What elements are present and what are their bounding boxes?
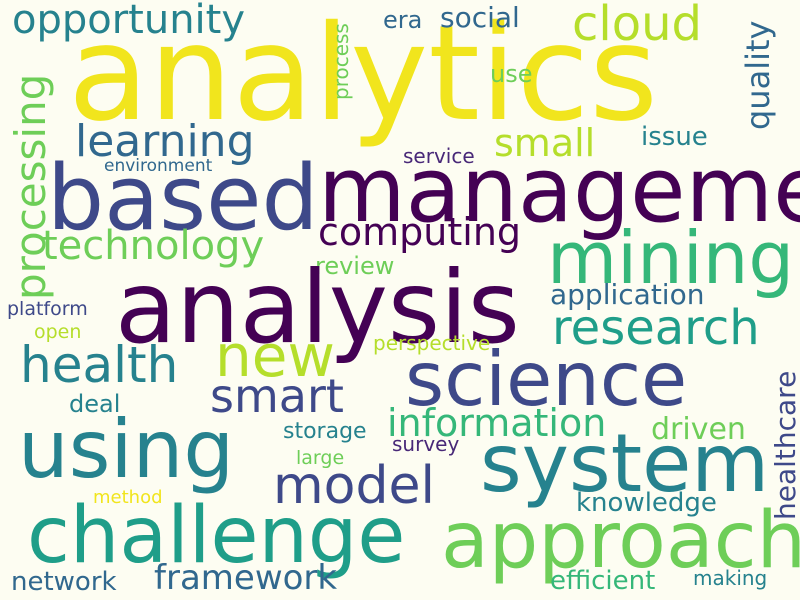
word-opportunity: opportunity — [12, 0, 246, 43]
word-small: small — [494, 121, 596, 165]
word-analysis: analysis — [115, 249, 520, 366]
word-smart: smart — [210, 369, 344, 423]
word-issue: issue — [641, 122, 708, 152]
word-cloud-term: cloud — [572, 0, 702, 52]
word-challenge: challenge — [27, 491, 406, 581]
word-deal: deal — [69, 390, 121, 418]
word-environment: environment — [104, 156, 213, 176]
word-large: large — [296, 447, 345, 469]
word-new: new — [215, 322, 335, 390]
word-survey: survey — [392, 432, 460, 456]
word-storage: storage — [283, 419, 367, 444]
word-era: era — [383, 6, 423, 34]
word-model: model — [273, 456, 435, 516]
word-technology: technology — [42, 223, 265, 269]
word-perspective: perspective — [373, 331, 491, 355]
word-platform: platform — [7, 298, 88, 320]
word-analytics: analytics — [68, 0, 659, 151]
word-information: information — [387, 401, 607, 445]
word-approach: approach — [441, 496, 800, 586]
word-quality: quality — [739, 20, 777, 130]
word-social: social — [440, 1, 520, 34]
word-system: system — [480, 417, 770, 510]
word-application: application — [550, 278, 705, 311]
word-science: science — [405, 335, 688, 423]
word-process: process — [329, 23, 353, 100]
word-driven: driven — [651, 412, 746, 447]
word-using: using — [18, 403, 235, 496]
word-use: use — [490, 60, 533, 88]
word-knowledge: knowledge — [576, 488, 717, 518]
word-efficient: efficient — [550, 566, 656, 596]
word-network: network — [11, 567, 117, 597]
word-management: management — [318, 138, 800, 243]
word-review: review — [315, 252, 395, 280]
word-based: based — [47, 146, 319, 251]
word-making: making — [693, 566, 768, 590]
word-mining: mining — [547, 216, 795, 300]
word-research: research — [552, 300, 760, 356]
word-method: method — [93, 487, 163, 508]
word-framework: framework — [154, 558, 338, 598]
word-service: service — [403, 144, 475, 168]
word-open: open — [34, 321, 82, 343]
word-health: health — [20, 336, 179, 394]
word-computing: computing — [318, 210, 522, 254]
word-learning: learning — [75, 116, 255, 167]
